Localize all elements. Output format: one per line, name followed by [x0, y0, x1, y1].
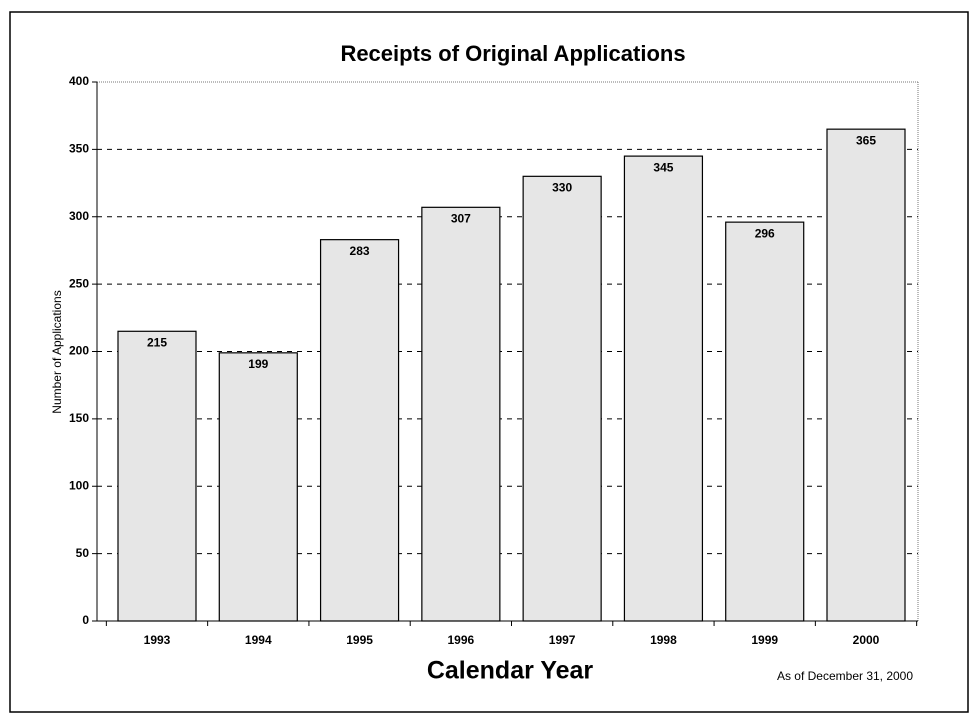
- y-tick-label: 400: [69, 74, 89, 88]
- y-tick-label: 200: [69, 344, 89, 358]
- bar: [117, 330, 197, 622]
- value-label: 307: [451, 211, 471, 225]
- x-tick-label: 1996: [448, 633, 475, 647]
- value-label: 283: [350, 244, 370, 258]
- y-tick-label: 300: [69, 209, 89, 223]
- y-tick-label: 50: [76, 546, 90, 560]
- bar: [218, 352, 298, 622]
- value-label: 330: [552, 180, 572, 194]
- x-tick-label: 1999: [751, 633, 778, 647]
- note: As of December 31, 2000: [777, 669, 913, 683]
- x-tick-label: 1995: [346, 633, 373, 647]
- value-label: 215: [147, 335, 167, 349]
- value-label: 296: [755, 226, 775, 240]
- y-axis-title: Number of Applications: [50, 290, 64, 413]
- y-tick-label: 100: [69, 478, 89, 492]
- x-tick-label: 1993: [144, 633, 171, 647]
- y-tick-label: 150: [69, 411, 89, 425]
- x-tick-label: 1994: [245, 633, 272, 647]
- y-tick-label: 0: [82, 613, 89, 627]
- x-axis-title: Calendar Year: [427, 657, 594, 685]
- value-label: 365: [856, 133, 876, 147]
- bar: [522, 175, 602, 622]
- bar: [725, 221, 805, 622]
- x-tick-label: 2000: [853, 633, 880, 647]
- x-tick-label: 1997: [549, 633, 576, 647]
- y-tick-label: 250: [69, 276, 89, 290]
- bar: [421, 206, 501, 622]
- bar: [319, 239, 400, 622]
- bar: [623, 155, 704, 622]
- x-tick-label: 1998: [650, 633, 677, 647]
- y-tick-label: 350: [69, 142, 89, 156]
- bar: [826, 128, 906, 622]
- chart-title: Receipts of Original Applications: [340, 41, 685, 66]
- value-label: 345: [653, 160, 673, 174]
- value-label: 199: [248, 357, 268, 371]
